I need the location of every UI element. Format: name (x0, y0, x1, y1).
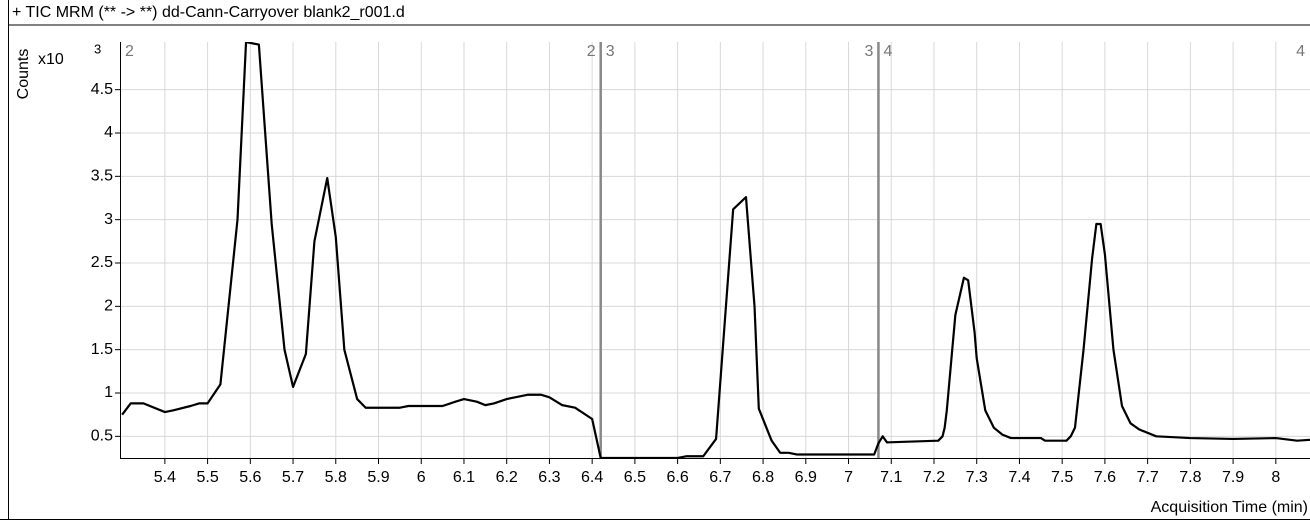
y-tick-label: 1 (104, 384, 113, 401)
segment-label: 2 (587, 43, 596, 60)
y-tick-label: 4.5 (91, 81, 113, 98)
x-tick-label: 7 (844, 469, 853, 486)
y-scale-label: x10 (38, 51, 64, 68)
x-tick-label: 7.7 (1137, 469, 1159, 486)
segment-label: 2 (125, 43, 134, 60)
chart-title: + TIC MRM (** -> **) dd-Cann-Carryover b… (12, 4, 405, 21)
x-tick-label: 5.9 (367, 469, 389, 486)
x-tick-label: 5.8 (325, 469, 347, 486)
x-tick-label: 7.5 (1051, 469, 1073, 486)
x-tick-label: 6.5 (624, 469, 646, 486)
x-tick-label: 7.1 (880, 469, 902, 486)
segment-label: 4 (883, 43, 892, 60)
x-tick-label: 6.7 (709, 469, 731, 486)
y-tick-label: 0.5 (91, 428, 113, 445)
x-tick-label: 8 (1271, 469, 1280, 486)
x-tick-label: 7.6 (1094, 469, 1116, 486)
x-tick-label: 7.2 (923, 469, 945, 486)
x-axis-label: Acquisition Time (min) (1151, 499, 1308, 516)
x-tick-label: 7.4 (1008, 469, 1030, 486)
segment-label: 4 (1296, 43, 1305, 60)
x-tick-label: 7.3 (966, 469, 988, 486)
y-axis-label: Counts (15, 49, 32, 100)
x-tick-label: 6.2 (496, 469, 518, 486)
y-tick-label: 4 (104, 124, 113, 141)
x-tick-label: 5.5 (196, 469, 218, 486)
x-tick-label: 6.1 (453, 469, 475, 486)
x-tick-label: 5.4 (154, 469, 176, 486)
y-tick-label: 2 (104, 298, 113, 315)
x-tick-label: 7.8 (1179, 469, 1201, 486)
x-tick-label: 6.6 (666, 469, 688, 486)
x-tick-label: 6.8 (752, 469, 774, 486)
x-tick-label: 6.3 (538, 469, 560, 486)
segment-label: 3 (606, 43, 615, 60)
plot-area (121, 42, 1310, 458)
y-tick-label: 3.5 (91, 168, 113, 185)
x-tick-label: 7.9 (1222, 469, 1244, 486)
data-line (121, 42, 1310, 458)
x-tick-label: 6.4 (581, 469, 603, 486)
y-tick-label: 1.5 (91, 341, 113, 358)
y-tick-label: 3 (104, 211, 113, 228)
x-tick-label: 6.9 (795, 469, 817, 486)
y-scale-exponent: 3 (94, 41, 101, 56)
y-tick-label: 2.5 (91, 254, 113, 271)
x-tick-label: 5.7 (282, 469, 304, 486)
segment-label: 3 (865, 43, 874, 60)
x-tick-label: 5.6 (239, 469, 261, 486)
x-tick-label: 6 (417, 469, 426, 486)
